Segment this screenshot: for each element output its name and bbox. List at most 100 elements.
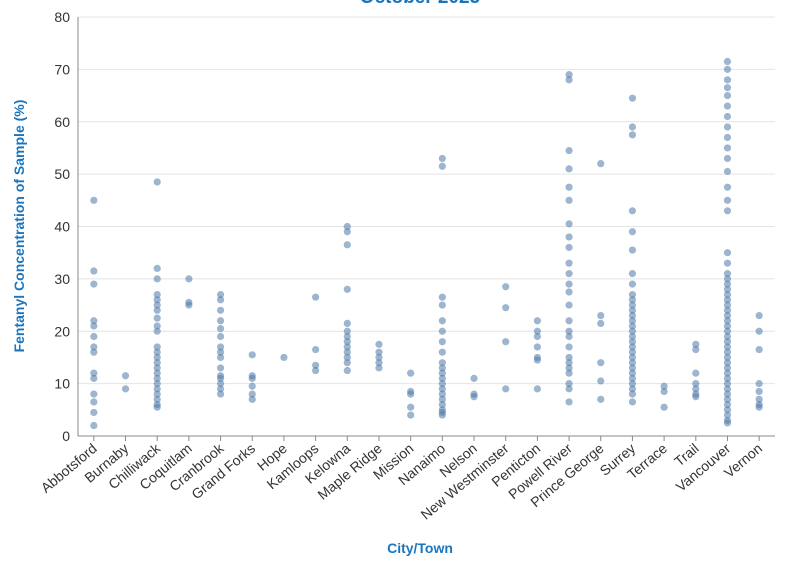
point xyxy=(533,317,541,325)
point xyxy=(470,393,478,401)
point xyxy=(90,408,98,417)
point xyxy=(723,91,732,100)
point xyxy=(343,338,351,346)
point xyxy=(723,406,732,414)
point xyxy=(533,385,541,393)
point xyxy=(723,419,732,427)
point xyxy=(153,380,161,388)
point xyxy=(628,306,637,314)
point xyxy=(153,369,161,377)
y-tick-label: 70 xyxy=(54,61,70,77)
point xyxy=(216,290,225,299)
point xyxy=(312,361,320,369)
point xyxy=(90,343,98,351)
point xyxy=(723,296,732,304)
point xyxy=(723,385,732,393)
point xyxy=(597,395,605,403)
point xyxy=(565,288,573,296)
point xyxy=(153,290,161,299)
x-axis-label: City/Town xyxy=(387,540,453,556)
point xyxy=(153,314,161,322)
point xyxy=(723,76,732,84)
point xyxy=(343,348,351,356)
point xyxy=(755,387,763,396)
point xyxy=(692,345,700,354)
point xyxy=(153,327,161,335)
point xyxy=(438,364,446,372)
point xyxy=(723,380,732,388)
point xyxy=(438,374,446,382)
point xyxy=(597,359,605,367)
point xyxy=(565,71,573,79)
point xyxy=(628,348,637,356)
point xyxy=(565,364,573,372)
point xyxy=(723,374,732,382)
point xyxy=(565,76,573,84)
point xyxy=(723,123,732,131)
point xyxy=(502,385,510,393)
point xyxy=(628,343,637,351)
point xyxy=(723,348,732,356)
point xyxy=(755,403,763,411)
point xyxy=(723,411,732,419)
point xyxy=(248,395,256,403)
point xyxy=(755,345,763,354)
point xyxy=(723,400,732,409)
point xyxy=(407,411,415,419)
point xyxy=(565,317,573,325)
point xyxy=(723,167,732,176)
point xyxy=(185,301,193,309)
point xyxy=(438,390,446,398)
point xyxy=(565,332,573,341)
point xyxy=(723,306,732,314)
y-tick-label: 0 xyxy=(62,428,70,444)
point xyxy=(723,102,732,110)
point xyxy=(343,241,351,249)
y-tick-label: 50 xyxy=(54,166,70,182)
point xyxy=(723,359,732,367)
point xyxy=(660,382,668,390)
point xyxy=(343,319,351,327)
point xyxy=(723,65,732,73)
point xyxy=(438,327,446,335)
point xyxy=(723,275,732,283)
point xyxy=(438,348,446,356)
point xyxy=(597,377,605,385)
point xyxy=(723,133,732,142)
point xyxy=(121,372,130,380)
point xyxy=(565,353,573,362)
point xyxy=(90,267,98,275)
point xyxy=(628,374,637,382)
point xyxy=(438,162,446,170)
point xyxy=(628,317,637,325)
point xyxy=(248,374,256,382)
point xyxy=(565,165,573,173)
point xyxy=(723,84,732,92)
point xyxy=(628,390,637,398)
point xyxy=(153,296,161,304)
point xyxy=(216,317,225,325)
point xyxy=(628,228,637,236)
point xyxy=(565,233,573,241)
point xyxy=(343,366,351,375)
point xyxy=(438,411,446,419)
point xyxy=(723,332,732,341)
point xyxy=(248,351,256,359)
point xyxy=(438,317,446,325)
point xyxy=(565,270,573,278)
point xyxy=(723,317,732,325)
point xyxy=(470,374,478,382)
point xyxy=(502,338,510,346)
point xyxy=(248,382,256,390)
point xyxy=(723,395,732,403)
point xyxy=(533,356,541,364)
point xyxy=(438,338,446,346)
point xyxy=(628,322,637,330)
point xyxy=(723,112,732,121)
point xyxy=(90,398,98,406)
point xyxy=(312,345,320,354)
point xyxy=(438,380,446,388)
y-axis-label: Fentanyl Concentration of Sample (%) xyxy=(11,100,27,353)
point xyxy=(565,280,573,288)
point xyxy=(533,343,541,351)
